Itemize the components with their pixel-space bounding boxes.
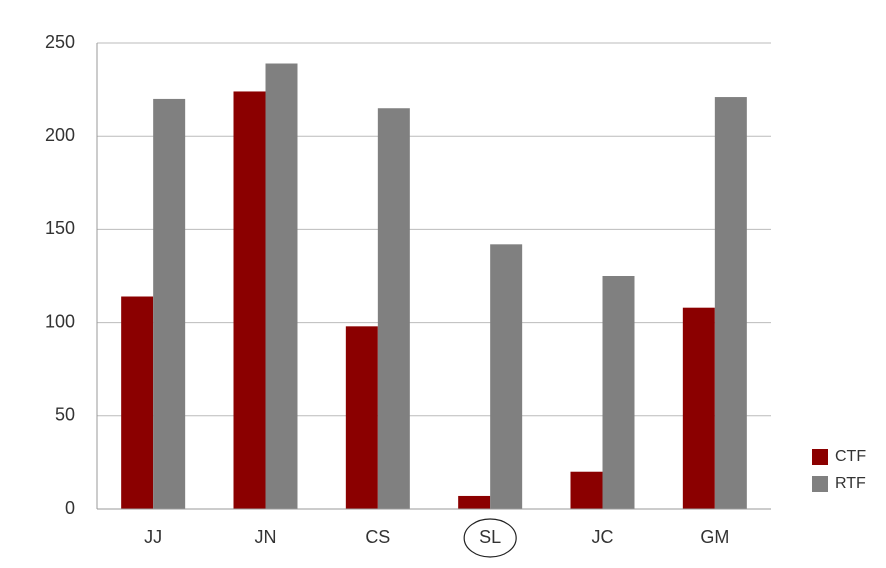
bar [682,307,715,509]
y-tick-label: 150 [45,218,75,238]
bar [490,244,523,509]
x-tick-label: JJ [144,527,162,547]
y-tick-label: 50 [55,405,75,425]
legend-label: CTF [835,448,866,465]
y-tick-label: 100 [45,311,75,331]
y-tick-label: 200 [45,125,75,145]
x-tick-label: SL [479,527,501,547]
bar [265,63,298,510]
bar [714,97,747,509]
legend-swatch [812,476,828,492]
bar [458,495,491,509]
bar [570,471,603,509]
bar [153,98,186,510]
y-tick-label: 0 [65,498,75,518]
bar [121,296,154,509]
y-tick-label: 250 [45,32,75,52]
bar [233,91,266,510]
bar [345,326,378,509]
legend-label: RTF [835,475,866,492]
x-tick-label: JC [592,527,614,547]
legend-swatch [812,449,828,465]
x-tick-label: CS [365,527,390,547]
x-tick-label: JN [255,527,277,547]
highlight-ring [463,518,517,558]
bar [377,108,410,510]
x-tick-label: GM [700,527,729,547]
bar [602,276,635,509]
